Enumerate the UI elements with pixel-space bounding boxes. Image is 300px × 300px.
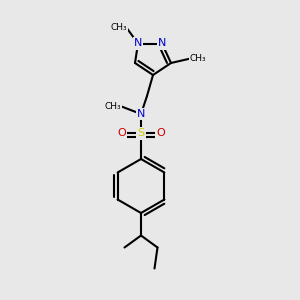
Text: N: N <box>137 109 145 119</box>
Text: N: N <box>134 38 142 49</box>
Text: CH₃: CH₃ <box>104 102 121 111</box>
Text: O: O <box>156 128 165 139</box>
Text: S: S <box>137 128 145 139</box>
Text: O: O <box>117 128 126 139</box>
Text: CH₃: CH₃ <box>110 22 127 32</box>
Text: CH₃: CH₃ <box>190 54 206 63</box>
Text: N: N <box>158 38 166 49</box>
